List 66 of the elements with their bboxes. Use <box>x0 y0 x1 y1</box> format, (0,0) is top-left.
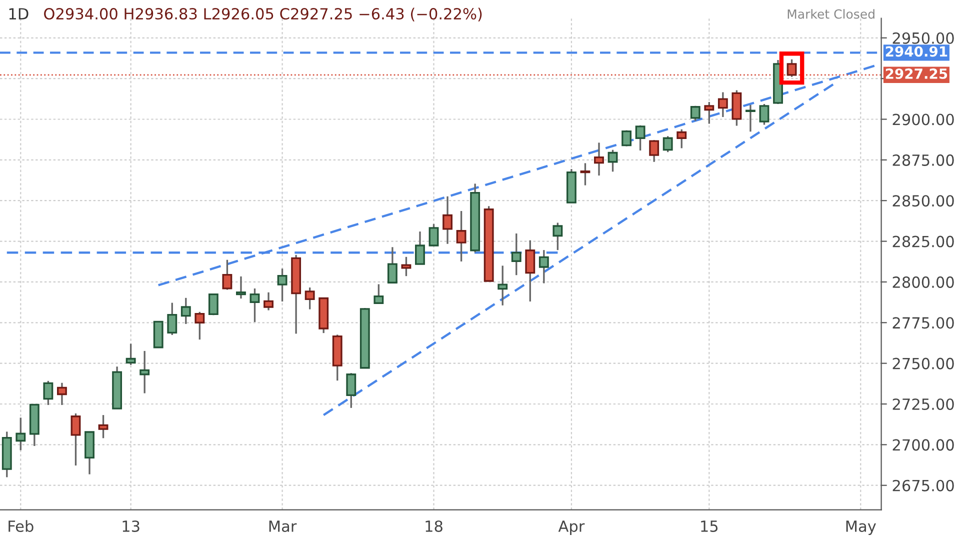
candlestick <box>442 196 452 245</box>
x-tick-label: Feb <box>8 520 34 532</box>
candlestick <box>649 139 660 163</box>
candlestick <box>70 412 81 466</box>
y-tick-label: 2700.00 <box>892 439 954 451</box>
candlestick <box>16 416 26 452</box>
x-tick-label: 15 <box>701 520 718 532</box>
candlestick <box>264 292 274 312</box>
candlestick <box>180 297 191 325</box>
candlestick <box>304 286 315 310</box>
candlestick <box>208 293 218 316</box>
candlestick <box>415 230 425 265</box>
ref-line-label: 2940.91 <box>886 46 948 57</box>
candlestick <box>43 380 54 406</box>
y-tick-label: 2750.00 <box>892 358 954 370</box>
candlestick <box>662 135 673 153</box>
chart-title: 1D <box>9 8 28 20</box>
candlestick <box>250 288 260 323</box>
candlestick <box>277 268 288 302</box>
candlestick <box>456 210 466 262</box>
annotation: Market Closed <box>788 9 874 19</box>
candlestick <box>635 124 646 152</box>
candlestick <box>608 149 618 172</box>
candlestick <box>98 414 108 439</box>
candlestick <box>676 128 687 150</box>
y-tick-label: 2675.00 <box>892 480 954 492</box>
candlestick <box>126 342 136 366</box>
candlestick <box>236 276 246 300</box>
candlestick <box>57 382 67 406</box>
candlestick <box>428 223 439 246</box>
x-tick-label: 18 <box>426 520 442 532</box>
candlestick <box>387 246 398 284</box>
candlestick <box>704 101 714 125</box>
candlestick <box>594 142 604 176</box>
y-tick-label: 2775.00 <box>892 317 954 329</box>
y-tick-label: 2725.00 <box>892 398 954 410</box>
candlestick <box>525 239 536 302</box>
y-tick-label: 2900.00 <box>892 114 954 126</box>
candlestick <box>718 91 728 118</box>
candlestick <box>498 264 508 306</box>
x-tick-label: Apr <box>558 520 585 535</box>
y-tick-label: 2875.00 <box>892 154 954 166</box>
candlestick <box>346 372 356 409</box>
candlestick <box>538 249 549 284</box>
candlestick <box>140 350 150 394</box>
candlestick <box>194 311 205 340</box>
candlestick <box>580 162 590 186</box>
ref-line-label: 2927.25 <box>886 68 948 79</box>
y-tick-label: 2800.00 <box>892 276 954 288</box>
x-tick-label: May <box>846 520 876 535</box>
y-tick-label: 2825.00 <box>892 236 954 248</box>
candlestick <box>167 302 178 336</box>
candlestick <box>222 258 232 291</box>
x-tick-label: Mar <box>269 520 297 532</box>
candlestick <box>622 129 632 148</box>
candlestick <box>759 103 770 126</box>
x-tick-label: 13 <box>122 520 140 532</box>
candlestick <box>374 283 384 304</box>
candlestick <box>746 104 756 132</box>
candlestick <box>552 222 563 251</box>
y-tick-label: 2950.00 <box>892 32 954 44</box>
y-tick-label: 2850.00 <box>892 195 954 207</box>
chart-subtitle: O2934.00 H2936.83 L2926.05 C2927.25 −6.43 (−0.22%) <box>44 8 482 22</box>
candlestick <box>511 232 522 276</box>
candlestick <box>401 256 412 277</box>
candlestick <box>690 105 700 122</box>
